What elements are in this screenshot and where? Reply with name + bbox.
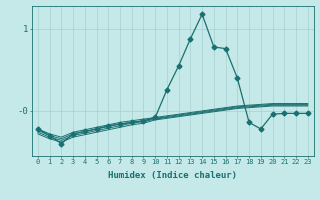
X-axis label: Humidex (Indice chaleur): Humidex (Indice chaleur) <box>108 171 237 180</box>
